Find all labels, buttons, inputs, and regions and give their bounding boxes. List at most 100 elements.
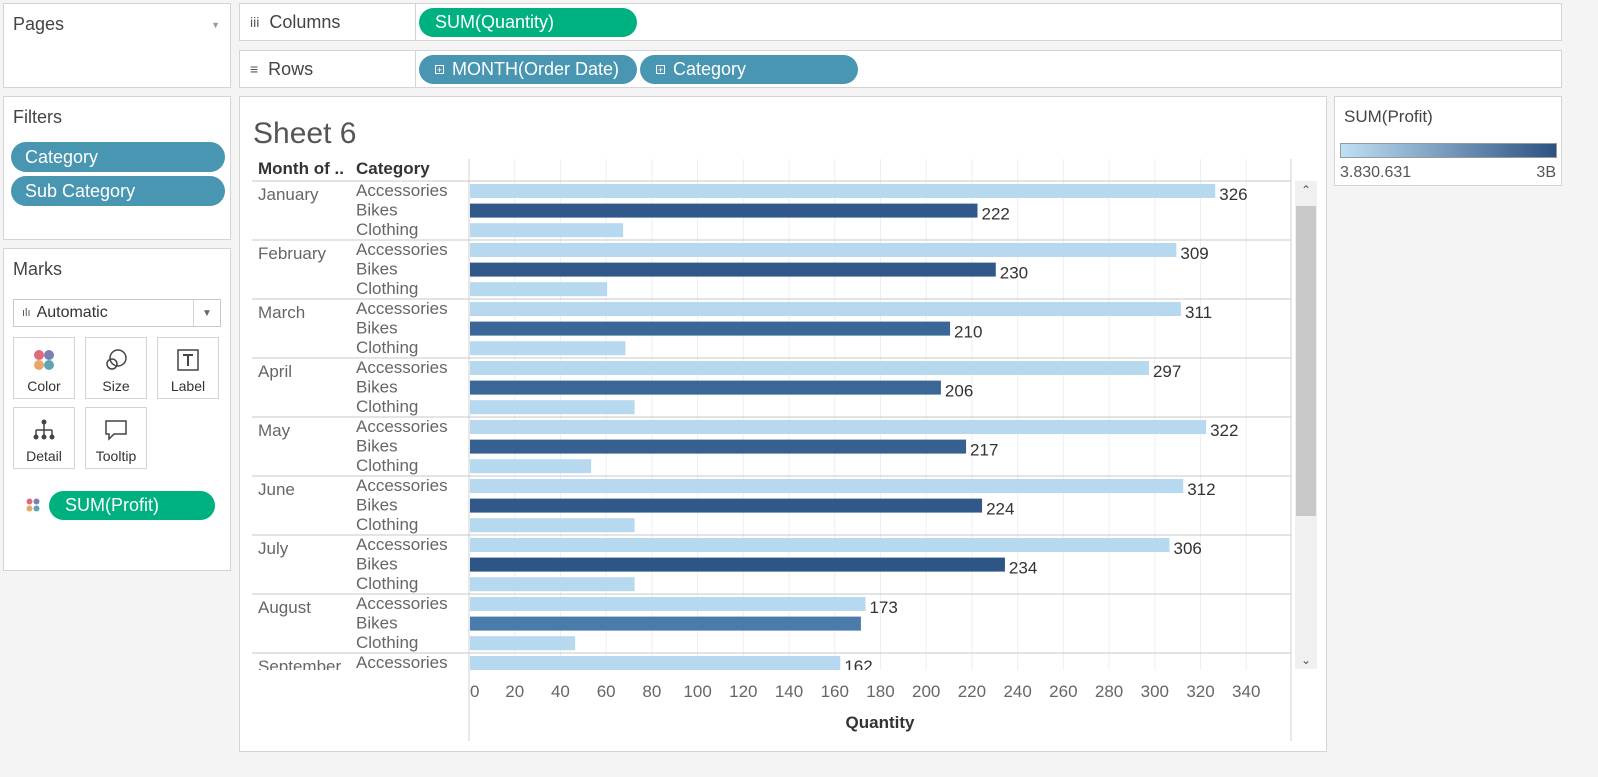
rows-shelf[interactable]: ≡ Rows + MONTH(Order Date) + Category [239,50,1562,88]
x-tick-label: 20 [505,682,524,701]
legend-min-label: 3.830.631 [1340,164,1412,181]
header-month: Month of .. [258,159,344,178]
bar [470,577,635,592]
columns-shelf[interactable]: iii Columns SUM(Quantity) [239,3,1562,41]
color-encoding-icon [26,498,40,512]
month-label: May [258,421,291,440]
x-tick-label: 80 [642,682,661,701]
bar [470,439,967,454]
filters-card: Filters Category Sub Category [3,96,231,240]
category-label: Bikes [356,319,398,338]
marks-title: Marks [13,259,62,279]
bar [470,184,1216,198]
x-tick-label: 280 [1095,682,1123,701]
bar [470,302,1181,316]
month-group: July Accessories 306 Bikes 234 Clothing [252,534,1291,593]
category-label: Bikes [356,437,398,456]
data-label: 234 [1009,559,1037,578]
month-label: September [258,657,341,676]
speech-bubble-icon [105,420,127,441]
month-label: August [258,598,311,617]
data-label: 309 [1180,244,1208,263]
x-tick-label: 120 [729,682,757,701]
category-label: Accessories [356,594,448,613]
bar [470,341,626,356]
x-tick-label: 100 [683,682,711,701]
x-tick-label: 40 [551,682,570,701]
rows-shelf-label: ≡ Rows [240,51,416,87]
x-tick-label: 0 [470,682,479,701]
scrollbar-thumb[interactable] [1296,206,1316,516]
columns-icon: iii [250,14,260,30]
legend-title: SUM(Profit) [1344,107,1433,126]
month-group: April Accessories 297 Bikes 206 Clothing [252,357,1291,416]
sheet-view: Sheet 6 Month of .. Category January Acce… [239,96,1327,752]
x-tick-label: 60 [597,682,616,701]
x-tick-label: 340 [1232,682,1260,701]
category-label: Clothing [356,338,418,357]
data-label: 210 [954,323,982,342]
category-label: Clothing [356,397,418,416]
bar [470,400,635,415]
pill-sum-quantity[interactable]: SUM(Quantity) [419,8,637,37]
category-label: Bikes [356,201,398,220]
data-label: 322 [1210,421,1238,440]
bar [470,321,951,336]
bar [470,282,608,297]
category-label: Clothing [356,456,418,475]
label-button[interactable]: Label [157,337,219,399]
category-label: Accessories [356,240,448,259]
marks-pill-sum-profit[interactable]: SUM(Profit) [49,491,215,520]
filter-pill-category[interactable]: Category [11,142,225,172]
scroll-down-icon[interactable]: ⌄ [1300,653,1312,667]
bar [470,420,1207,434]
rows-icon: ≡ [250,61,259,77]
data-label: 173 [869,598,897,617]
data-label: 326 [1219,185,1247,204]
chevron-down-icon[interactable]: ▼ [193,300,220,326]
size-button[interactable]: Size [85,337,147,399]
detail-button[interactable]: Detail [13,407,75,469]
x-tick-label: 300 [1141,682,1169,701]
bar [470,243,1177,257]
category-label: Accessories [356,299,448,318]
category-label: Accessories [356,535,448,554]
pill-month-order-date[interactable]: + MONTH(Order Date) [419,55,637,84]
x-tick-label: 320 [1186,682,1214,701]
bar [470,597,866,611]
bar [470,223,624,238]
bar [470,656,841,670]
x-tick-label: 140 [775,682,803,701]
category-label: Bikes [356,378,398,397]
category-label: Bikes [356,555,398,574]
bar-chart-icon: ılı [22,307,31,319]
month-label: February [258,244,327,263]
data-label: 206 [945,382,973,401]
bar [470,538,1170,552]
bar [470,459,592,474]
bar [470,479,1184,493]
data-label: 162 [844,657,872,676]
columns-shelf-label: iii Columns [240,4,416,40]
month-label: April [258,362,292,381]
color-icon [34,350,54,370]
pages-dropdown-icon[interactable]: ▼ [211,20,220,30]
color-button[interactable]: Color [13,337,75,399]
expand-plus-icon[interactable]: + [656,65,665,75]
tooltip-button[interactable]: Tooltip [85,407,147,469]
bar [470,380,941,395]
scroll-up-icon[interactable]: ⌃ [1300,183,1312,197]
pill-category[interactable]: + Category [640,55,858,84]
mark-type-select[interactable]: ılı Automatic ▼ [13,299,221,327]
filter-pill-sub-category[interactable]: Sub Category [11,176,225,206]
data-label: 306 [1174,539,1202,558]
category-label: Accessories [356,181,448,200]
expand-plus-icon[interactable]: + [435,65,444,75]
category-label: Bikes [356,496,398,515]
month-group: May Accessories 322 Bikes 217 Clothing [252,416,1291,475]
vertical-scrollbar[interactable]: ⌃ ⌄ [1295,181,1317,669]
data-label: 311 [1185,303,1212,322]
bar [470,636,576,651]
bar [470,203,978,218]
